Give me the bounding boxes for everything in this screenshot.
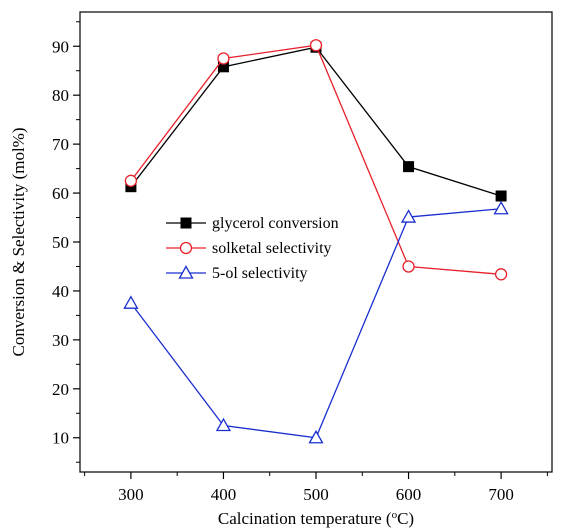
data-point [123, 295, 139, 309]
y-tick-label: 40 [52, 282, 69, 301]
x-tick-label: 500 [303, 485, 329, 504]
series-2 [124, 39, 508, 281]
x-axis-title: Calcination temperature (oC) [218, 509, 414, 528]
x-tick-label: 600 [396, 485, 422, 504]
series-line [130, 46, 502, 197]
legend: glycerol conversion solketal selectivity 5… [166, 215, 339, 282]
data-point [402, 260, 415, 273]
legend-marker [178, 265, 194, 279]
legend-label: solketal selectivity [212, 240, 332, 257]
y-axis-title: Conversion & Selectivity (mol%) [9, 128, 28, 357]
legend-label: 5-ol selectivity [212, 265, 308, 282]
data-point [494, 268, 508, 281]
axes: 300 400 500 600 700 10 20 30 40 50 60 70 80 90 [52, 11, 553, 504]
y-tick-label: 50 [52, 233, 69, 252]
y-tick-label: 30 [52, 331, 69, 350]
x-tick-label: 300 [118, 485, 144, 504]
legend-label: glycerol conversion [212, 215, 339, 232]
y-tick-label: 80 [52, 86, 69, 105]
legend-item: glycerol conversion [166, 215, 339, 232]
legend-marker [180, 217, 192, 229]
axis-titles: Calcination temperature (oC) Conversion … [9, 128, 414, 528]
x-tick-label: 400 [211, 485, 237, 504]
data-point [309, 39, 323, 52]
data-point [215, 417, 232, 432]
x-tick-label: 700 [488, 485, 514, 504]
y-tick-label: 10 [52, 429, 69, 448]
legend-marker [179, 241, 193, 255]
y-tick-label: 20 [52, 380, 69, 399]
legend-item: 5-ol selectivity [166, 265, 308, 282]
data-point [403, 161, 415, 173]
data-point [124, 174, 138, 187]
data-point [493, 200, 509, 215]
data-point [308, 429, 324, 444]
data-point [400, 209, 417, 223]
data-point [495, 190, 507, 202]
legend-item: solketal selectivity [166, 240, 332, 257]
series-3 [123, 200, 509, 444]
series-layer [123, 39, 509, 444]
y-tick-label: 60 [52, 184, 69, 203]
series-1 [125, 41, 507, 202]
y-tick-label: 70 [52, 135, 69, 154]
data-point [217, 52, 230, 65]
y-tick-label: 90 [52, 37, 69, 56]
